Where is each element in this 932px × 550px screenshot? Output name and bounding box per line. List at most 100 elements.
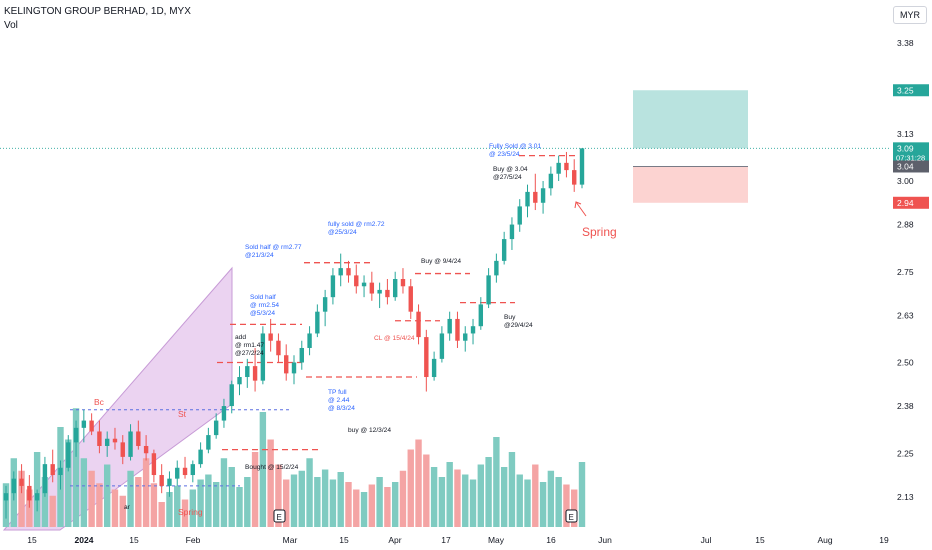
candle-body bbox=[66, 442, 71, 468]
chart-annotation[interactable]: @ 23/5/24 bbox=[489, 151, 520, 158]
candle-body bbox=[494, 260, 499, 276]
target-zone[interactable] bbox=[633, 90, 748, 149]
chart-annotation[interactable]: TP full bbox=[328, 389, 347, 396]
candle-body bbox=[206, 435, 211, 450]
x-tick-label: Aug bbox=[817, 535, 832, 545]
chart-annotation[interactable]: Bc bbox=[94, 397, 105, 407]
y-tick-label: 3.00 bbox=[897, 176, 914, 186]
candle-body bbox=[416, 311, 421, 338]
candle-body bbox=[81, 420, 87, 428]
candle-body bbox=[104, 438, 110, 446]
volume-bar bbox=[228, 467, 235, 527]
y-tick-label: 2.25 bbox=[897, 448, 914, 458]
candle-body bbox=[151, 453, 157, 476]
volume-bar bbox=[563, 484, 570, 527]
volume-bar bbox=[376, 477, 383, 527]
volume-bar bbox=[407, 449, 414, 527]
chart-annotation[interactable]: Sold half bbox=[250, 294, 276, 301]
volume-bar bbox=[181, 499, 189, 527]
chart-annotation[interactable]: Spring bbox=[178, 507, 203, 517]
volume-bar bbox=[539, 482, 547, 527]
chart-annotation[interactable]: @5/3/24 bbox=[250, 310, 275, 317]
earnings-marker[interactable]: E bbox=[569, 513, 574, 522]
x-tick-label: 17 bbox=[441, 535, 451, 545]
chart-annotation[interactable]: Sold half @ rm2.77 bbox=[245, 244, 302, 251]
chart-annotation[interactable]: Bought @ 15/2/24 bbox=[245, 464, 299, 471]
volume-bar bbox=[267, 439, 274, 527]
chart-annotation[interactable]: buy @ 12/3/24 bbox=[348, 427, 391, 434]
candle-body bbox=[556, 162, 561, 174]
candle-body bbox=[533, 191, 538, 203]
chart-annotation[interactable]: Buy @ 9/4/24 bbox=[421, 258, 461, 265]
candle-body bbox=[213, 420, 219, 436]
volume-bar bbox=[532, 464, 539, 527]
candle-body bbox=[424, 337, 429, 378]
chart-annotation[interactable]: St bbox=[178, 409, 187, 419]
candle-body bbox=[27, 485, 32, 501]
y-tick-label: 3.38 bbox=[897, 38, 914, 48]
chart-annotation[interactable]: Buy bbox=[504, 314, 516, 321]
chart-annotation[interactable]: fully sold @ rm2.72 bbox=[328, 221, 385, 228]
volume-bar bbox=[384, 487, 391, 527]
earnings-marker[interactable]: E bbox=[277, 513, 282, 522]
volume-bar bbox=[500, 467, 508, 527]
candle-body bbox=[525, 191, 530, 207]
volume-bar bbox=[142, 458, 150, 527]
zones-layer bbox=[2, 90, 748, 531]
y-tick-label: 2.38 bbox=[897, 401, 914, 411]
candle-body bbox=[136, 431, 141, 446]
chart-annotation[interactable]: Spring bbox=[582, 225, 617, 239]
chart-annotation[interactable]: @21/3/24 bbox=[245, 252, 274, 259]
annotations-layer: Sold half @ rm2.77@21/3/24 fully sold @ r… bbox=[94, 143, 617, 523]
price-label: 3.25 bbox=[897, 85, 914, 95]
chart-annotation[interactable]: Fully Sold @ 3.01 bbox=[489, 143, 541, 150]
currency-badge[interactable]: MYR bbox=[893, 6, 927, 24]
volume-indicator-label[interactable]: Vol bbox=[4, 20, 18, 31]
volume-bar bbox=[508, 452, 516, 527]
volume-bar bbox=[360, 492, 368, 527]
volume-bar bbox=[80, 458, 88, 527]
volume-bar bbox=[415, 439, 422, 527]
x-tick-label: 15 bbox=[339, 535, 349, 545]
candle-body bbox=[517, 206, 522, 225]
price-label: 2.94 bbox=[897, 198, 914, 208]
candle-body bbox=[540, 188, 546, 203]
chart-annotation[interactable]: @ rm1.47 bbox=[235, 342, 264, 349]
volume-bar bbox=[127, 470, 134, 527]
chart-annotation[interactable]: @25/3/24 bbox=[328, 229, 357, 236]
candle-body bbox=[276, 340, 281, 356]
chart-annotation[interactable]: @29/4/24 bbox=[504, 322, 533, 329]
volume-bar bbox=[399, 470, 407, 527]
chart-annotation[interactable]: Buy @ 3.04 bbox=[493, 166, 528, 173]
chart-annotation[interactable]: CL @ 15/4/24 bbox=[374, 335, 415, 342]
volume-bar bbox=[18, 470, 25, 527]
y-tick-label: 2.63 bbox=[897, 310, 914, 320]
candle-body bbox=[42, 464, 48, 494]
chart-annotation[interactable]: @27/5/24 bbox=[493, 174, 522, 181]
chart-annotation[interactable]: @ rm2.54 bbox=[250, 302, 279, 309]
candle-body bbox=[97, 431, 102, 446]
chart-annotation[interactable]: @27/2/24 bbox=[235, 350, 264, 357]
volume-bar bbox=[321, 469, 329, 527]
volume-bar bbox=[516, 474, 523, 527]
candle-body bbox=[431, 358, 437, 378]
volume-bar bbox=[298, 470, 305, 527]
candle-body bbox=[182, 467, 188, 476]
earnings-marker-box[interactable] bbox=[273, 509, 286, 523]
chart-annotation[interactable]: add bbox=[235, 334, 246, 341]
candle-body bbox=[190, 464, 196, 476]
volume-bar bbox=[571, 489, 578, 527]
earnings-marker-box[interactable] bbox=[565, 509, 578, 523]
price-label: 3.09 bbox=[897, 143, 914, 153]
candle-body bbox=[268, 333, 273, 341]
volume-bar bbox=[72, 408, 80, 527]
x-tick-label: Jun bbox=[598, 535, 612, 545]
chart-annotation[interactable]: ar bbox=[124, 504, 131, 511]
chart-annotation[interactable]: @ 2.44 bbox=[328, 397, 350, 404]
stop-zone[interactable] bbox=[633, 166, 748, 203]
chart-annotation[interactable]: @ 8/3/24 bbox=[328, 405, 355, 412]
candle-body bbox=[470, 326, 476, 334]
candle-body bbox=[548, 173, 554, 189]
volume-bar bbox=[205, 474, 212, 527]
